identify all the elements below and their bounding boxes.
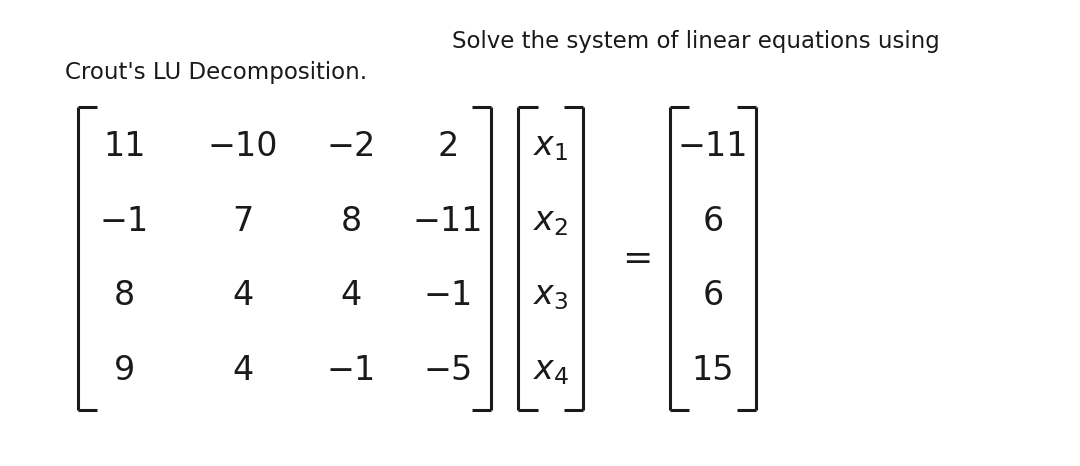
Text: 7: 7 — [232, 205, 254, 238]
Text: 4: 4 — [232, 280, 254, 312]
Text: 8: 8 — [340, 205, 362, 238]
Text: 6: 6 — [702, 280, 724, 312]
Text: $x_1$: $x_1$ — [534, 130, 568, 163]
Text: −11: −11 — [677, 130, 748, 163]
Text: 9: 9 — [113, 354, 135, 387]
Text: $x_2$: $x_2$ — [534, 205, 568, 238]
Text: −1: −1 — [423, 280, 473, 312]
Text: −1: −1 — [326, 354, 376, 387]
Text: 2: 2 — [437, 130, 459, 163]
Text: −1: −1 — [99, 205, 149, 238]
Text: 4: 4 — [340, 280, 362, 312]
Text: −11: −11 — [413, 205, 484, 238]
Text: Solve the system of linear equations using: Solve the system of linear equations usi… — [451, 30, 940, 53]
Text: 4: 4 — [232, 354, 254, 387]
Text: −2: −2 — [326, 130, 376, 163]
Text: $x_4$: $x_4$ — [532, 354, 569, 387]
Text: =: = — [622, 242, 652, 275]
Text: Crout's LU Decomposition.: Crout's LU Decomposition. — [65, 61, 367, 83]
Text: 6: 6 — [702, 205, 724, 238]
Text: 15: 15 — [691, 354, 734, 387]
Text: −5: −5 — [423, 354, 473, 387]
Text: 8: 8 — [113, 280, 135, 312]
Text: −10: −10 — [207, 130, 279, 163]
Text: 11: 11 — [103, 130, 146, 163]
Text: $x_3$: $x_3$ — [534, 280, 568, 312]
